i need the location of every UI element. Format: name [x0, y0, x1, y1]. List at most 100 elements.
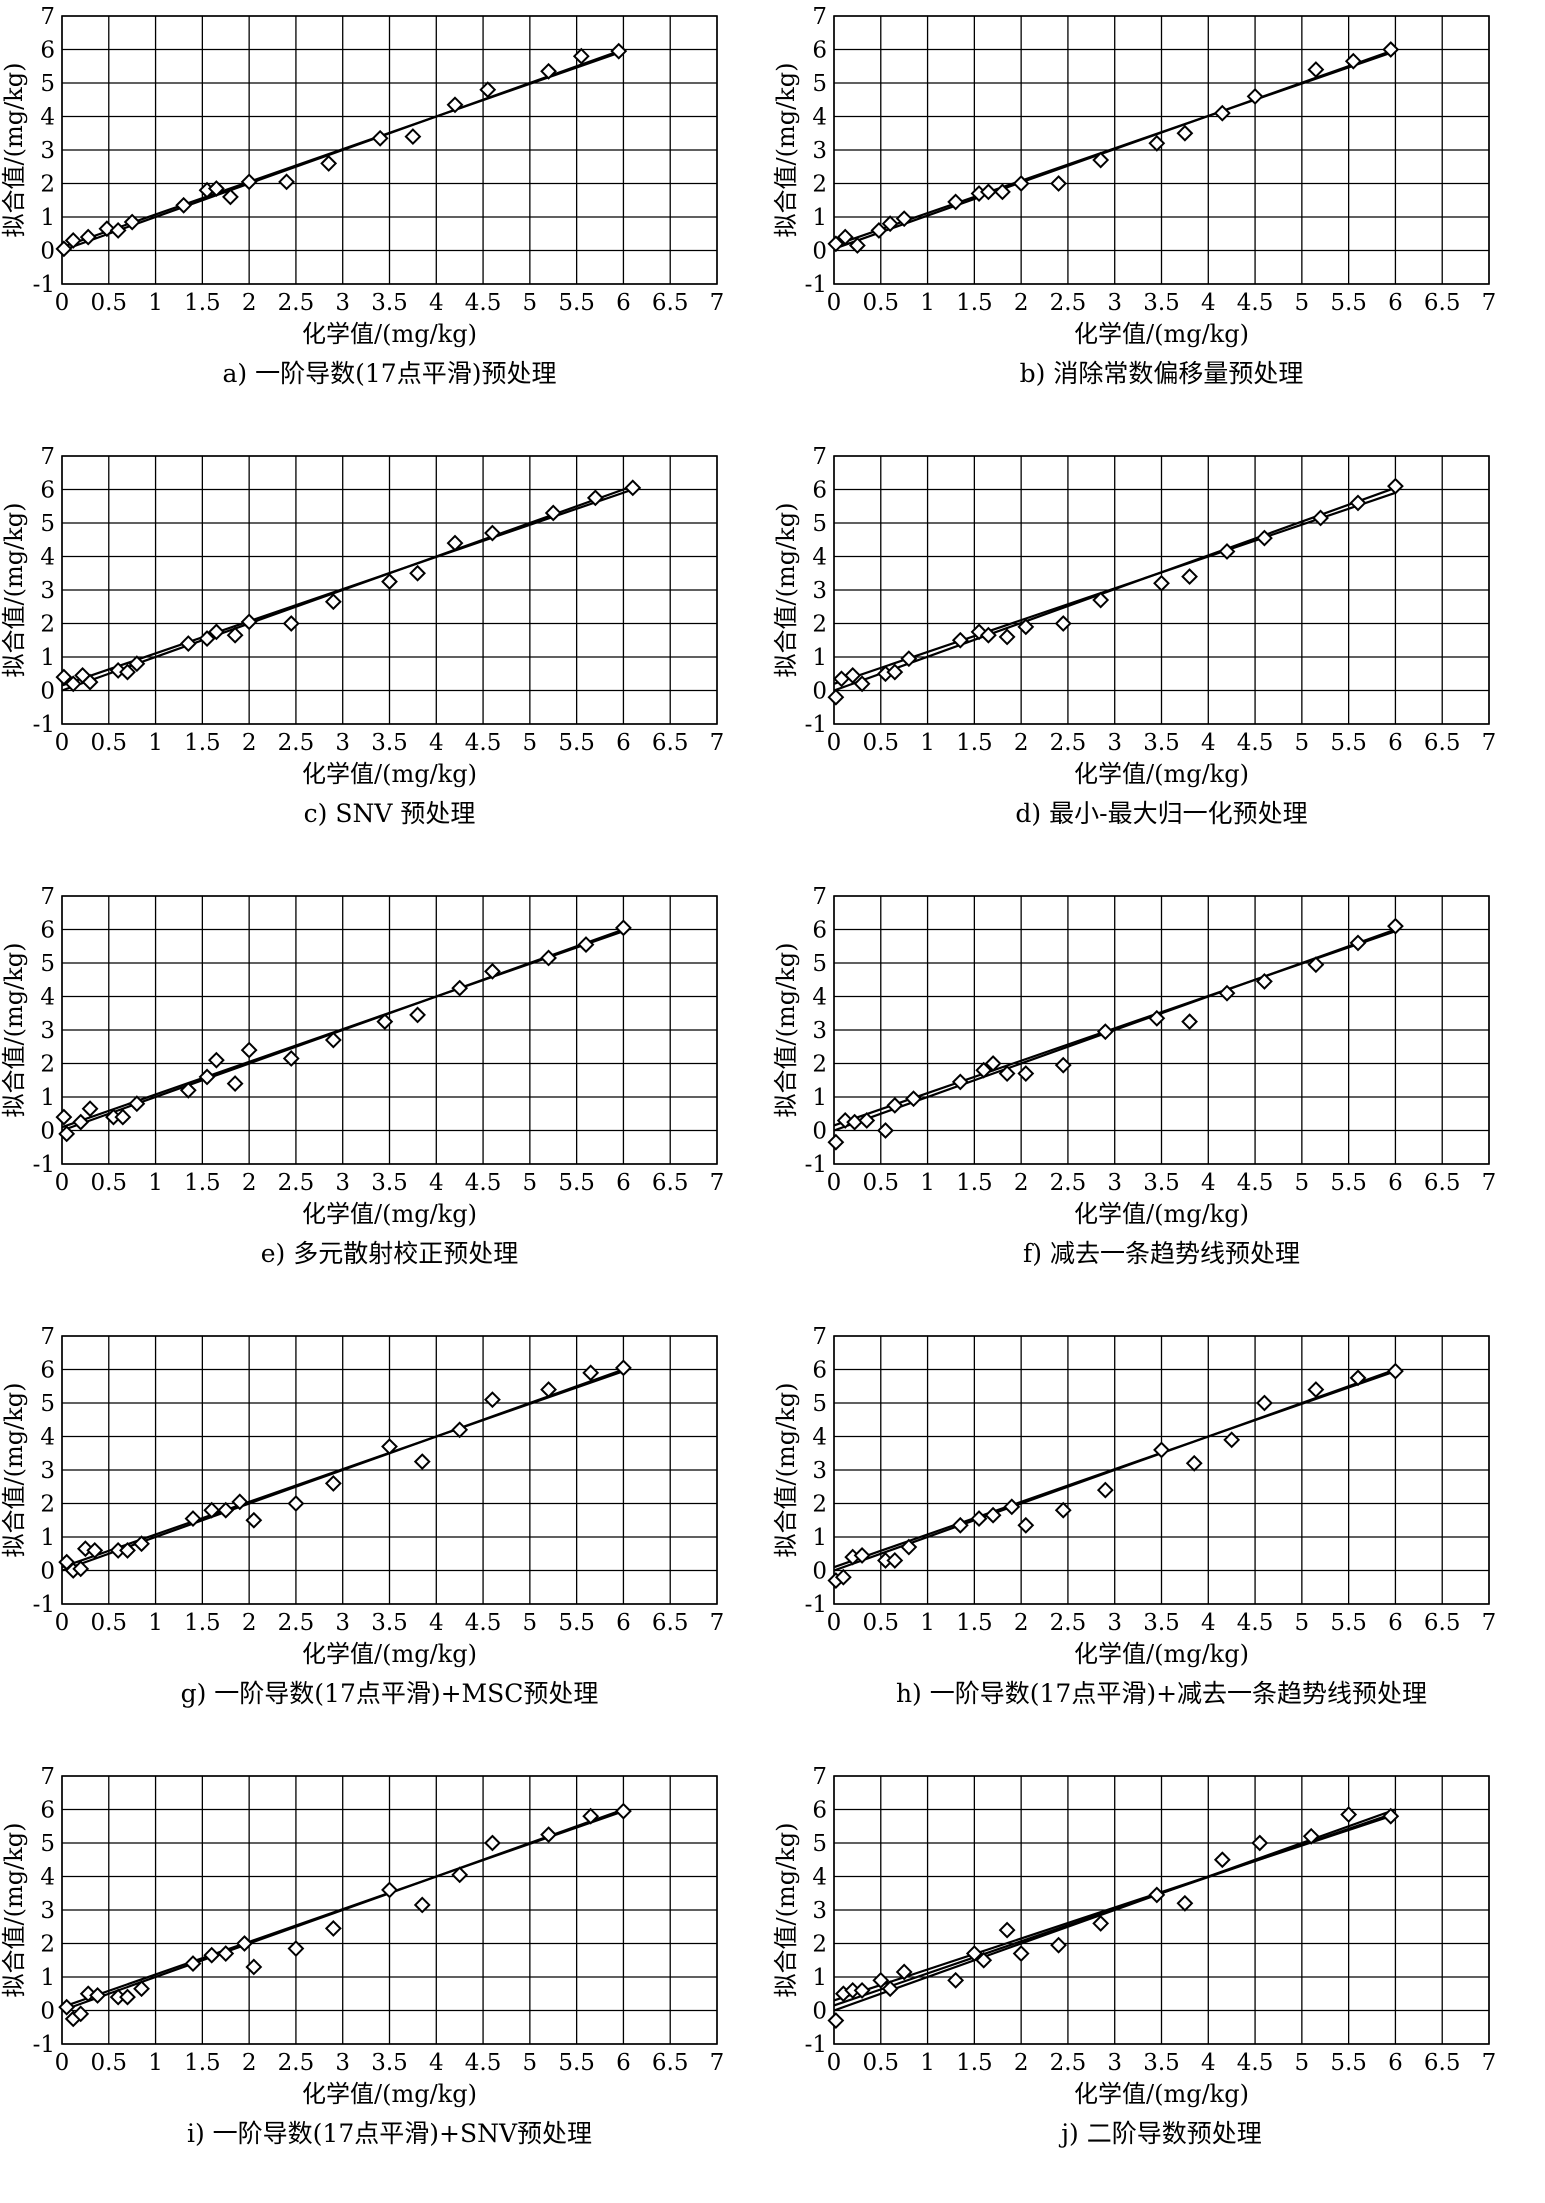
- x-tick-label: 2: [1014, 1610, 1029, 1636]
- y-tick-label: 4: [40, 1865, 55, 1891]
- y-tick-label: 5: [40, 1831, 55, 1857]
- data-point: [1181, 568, 1198, 586]
- y-tick-label: 0: [40, 679, 55, 705]
- x-tick-label: 2: [242, 730, 257, 756]
- data-point: [64, 232, 82, 249]
- scatter-plot: 0 0.5 1 1.5 2 2.5 3 3.5 4 4.5 5 5.5 6 6.5 7-101234567化…: [772, 1764, 1497, 2148]
- chart-caption: h) 一阶导数(17点平滑)+减去一条趋势线预处理: [896, 1679, 1427, 1708]
- x-tick-label: 3: [1107, 730, 1122, 756]
- data-point: [984, 1506, 1002, 1524]
- y-tick-label: 6: [812, 1358, 827, 1384]
- chart-caption: g) 一阶导数(17点平滑)+MSC预处理: [181, 1679, 599, 1708]
- y-tick-label: 3: [812, 578, 827, 604]
- x-tick-label: 7: [710, 290, 725, 316]
- x-tick-label: 1.5: [184, 1610, 221, 1636]
- data-point: [998, 1921, 1016, 1939]
- x-tick-label: 4.5: [465, 730, 502, 756]
- y-tick-label: 3: [812, 1018, 827, 1044]
- data-points: [827, 917, 1404, 1151]
- data-point: [905, 1090, 922, 1108]
- y-tick-label: 1: [40, 1965, 55, 1991]
- x-tick-label: 4: [429, 1170, 444, 1196]
- data-point: [1256, 529, 1273, 547]
- x-tick-label: 7: [710, 1170, 725, 1196]
- data-point: [179, 635, 197, 653]
- data-point: [853, 675, 871, 693]
- data-point: [278, 173, 295, 191]
- data-point: [1012, 1945, 1030, 1962]
- scatter-plot: 0 0.5 1 1.5 2 2.5 3 3.5 4 4.5 5 5.5 6 6.5 7-101234567化…: [772, 4, 1496, 388]
- data-point: [577, 936, 595, 953]
- data-point: [975, 1951, 993, 1969]
- data-point: [1050, 175, 1067, 192]
- data-point: [886, 663, 904, 681]
- data-point: [572, 47, 590, 65]
- x-axis: 0 0.5 1 1.5 2 2.5 3 3.5 4 4.5 5 5.5 6 6.5 7: [55, 290, 725, 316]
- data-point: [79, 228, 97, 246]
- data-point: [540, 949, 557, 967]
- data-point: [544, 504, 562, 522]
- x-tick-label: 0.5: [862, 730, 899, 756]
- data-point: [1349, 934, 1367, 952]
- fit-lines: [61, 928, 624, 1132]
- x-tick-label: 6: [1388, 1610, 1403, 1636]
- y-tick-label: 1: [812, 645, 827, 671]
- x-tick-label: 6: [1388, 1170, 1403, 1196]
- y-tick-label: 4: [812, 1865, 827, 1891]
- x-tick-label: 2.5: [1050, 730, 1087, 756]
- data-point: [245, 1958, 263, 1976]
- data-point: [1307, 956, 1325, 974]
- data-point: [610, 42, 628, 60]
- plot-frame: [833, 1335, 1490, 1605]
- chart-panel-c: 0 0.5 1 1.5 2 2.5 3 3.5 4 4.5 5 5.5 6 6.5 7 -1 0 1 2 3 4 5 6 7 化…: [0, 440, 772, 880]
- data-point: [72, 1560, 90, 1578]
- x-tick-label: 0.5: [862, 1610, 899, 1636]
- data-point: [877, 1122, 894, 1139]
- data-point: [886, 1552, 904, 1569]
- y-tick-label: 6: [812, 918, 827, 944]
- data-point: [540, 62, 557, 80]
- data-point: [1181, 1013, 1198, 1031]
- data-point: [1096, 1023, 1114, 1041]
- data-point: [858, 1112, 876, 1129]
- y-tick-label: 3: [812, 138, 827, 164]
- x-tick-label: 3.5: [1143, 730, 1180, 756]
- y-tick-label: 2: [40, 172, 55, 198]
- x-tick-label: 4: [1201, 290, 1216, 316]
- data-points: [55, 919, 632, 1143]
- chart-panel-d: 0 0.5 1 1.5 2 2.5 3 3.5 4 4.5 5 5.5 6 6.5 7 -1 0 1 2 3 4 5 6 7 化…: [772, 440, 1544, 880]
- x-axis: 0 0.5 1 1.5 2 2.5 3 3.5 4 4.5 5 5.5 6 6.5 7: [827, 2050, 1497, 2076]
- chart-panel-h: 0 0.5 1 1.5 2 2.5 3 3.5 4 4.5 5 5.5 6 6.5 7 -1 0 1 2 3 4 5 6 7 化…: [772, 1320, 1544, 1760]
- y-tick-label: 0: [812, 679, 827, 705]
- data-point: [1349, 494, 1367, 512]
- y-tick-label: 3: [40, 1018, 55, 1044]
- data-point: [1092, 1914, 1110, 1932]
- data-point: [979, 626, 997, 644]
- x-tick-label: 1.5: [956, 730, 993, 756]
- data-point: [947, 193, 965, 211]
- x-axis: 0 0.5 1 1.5 2 2.5 3 3.5 4 4.5 5 5.5 6 6.5 7: [55, 2050, 725, 2076]
- y-tick-label: 7: [40, 1764, 55, 1790]
- fit-line: [833, 50, 1396, 247]
- x-tick-label: 3: [1107, 290, 1122, 316]
- x-tick-label: 5: [1295, 2050, 1310, 2076]
- data-point: [109, 221, 127, 239]
- y-axis: -1 0 1 2 3 4 5 6 7: [805, 884, 827, 1178]
- y-axis-label: 拟合值/(mg/kg): [772, 63, 800, 238]
- x-tick-label: 6: [616, 2050, 631, 2076]
- y-tick-label: 3: [40, 1458, 55, 1484]
- x-tick-label: 1: [920, 290, 935, 316]
- y-axis-label: 拟合值/(mg/kg): [772, 1383, 800, 1558]
- y-axis-label: 拟合值/(mg/kg): [0, 1823, 28, 1998]
- data-point: [222, 188, 239, 206]
- grid-lines: [833, 1775, 1490, 2045]
- x-tick-label: 3.5: [1143, 1170, 1180, 1196]
- x-tick-label: 0.5: [862, 290, 899, 316]
- data-point: [1387, 477, 1404, 495]
- x-tick-label: 6.5: [1424, 730, 1461, 756]
- x-tick-label: 5.5: [1330, 730, 1367, 756]
- y-tick-label: 0: [812, 1119, 827, 1145]
- chart-caption: f) 减去一条趋势线预处理: [1023, 1239, 1300, 1268]
- fit-line: [833, 1813, 1396, 2002]
- data-point: [836, 228, 854, 246]
